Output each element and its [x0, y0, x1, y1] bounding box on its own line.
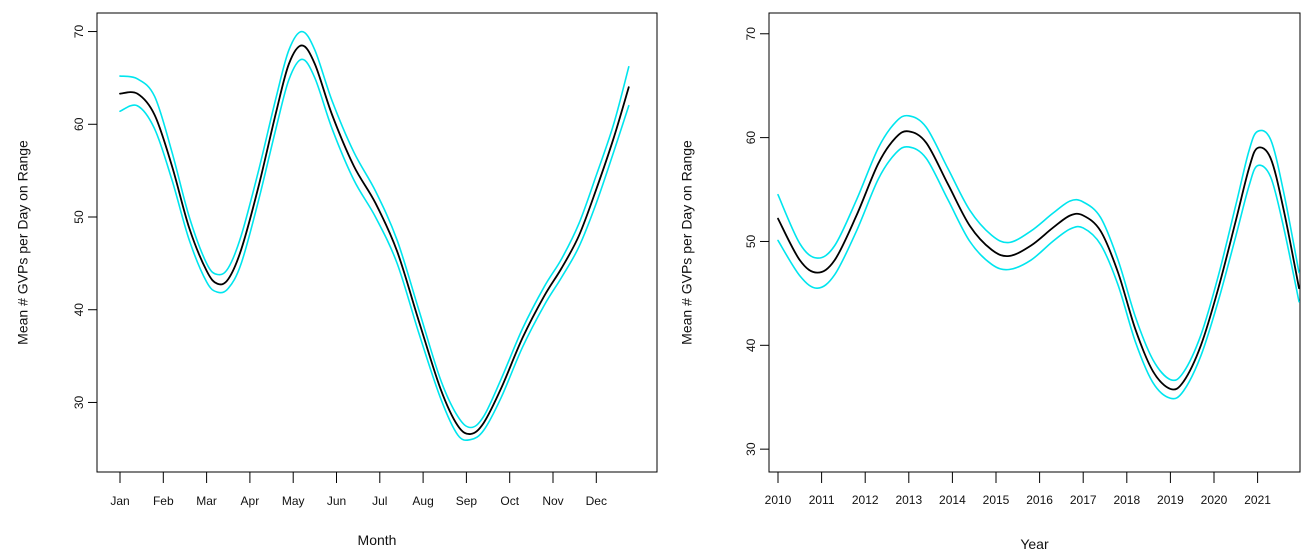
month-chart-x-tick-label: Oct: [500, 494, 519, 508]
year-chart-x-tick-label: 2019: [1157, 493, 1184, 507]
month-chart-y-tick-label: 30: [72, 395, 86, 409]
month-chart-lower-line: [119, 58, 630, 442]
year-chart-y-tick-label: 70: [744, 27, 758, 41]
year-chart-x-tick-label: 2018: [1113, 493, 1140, 507]
month-chart-x-tick-label: Dec: [586, 494, 607, 508]
year-chart-x-tick-label: 2010: [765, 493, 792, 507]
month-chart-x-tick-label: Nov: [542, 494, 563, 508]
month-chart-x-tick-label: Aug: [412, 494, 433, 508]
year-chart-x-tick-label: 2015: [983, 493, 1010, 507]
month-chart-y-tick-label: 50: [72, 210, 86, 224]
month-chart-x-tick-label: Feb: [153, 494, 174, 508]
year-chart-x-tick-label: 2020: [1201, 493, 1228, 507]
month-chart-x-tick-label: Apr: [241, 494, 260, 508]
month-chart-frame: [96, 12, 658, 473]
year-chart-y-tick-label: 30: [744, 442, 758, 456]
month-chart-y-tick-label: 70: [72, 25, 86, 39]
year-chart-x-tick-label: 2017: [1070, 493, 1097, 507]
year-chart-x-tick-label: 2013: [895, 493, 922, 507]
month-chart-y-tick-label: 40: [72, 303, 86, 317]
year-chart-y-tick-label: 60: [744, 131, 758, 145]
year-chart-x-tick-label: 2014: [939, 493, 966, 507]
year-chart-lower-line: [777, 145, 1300, 400]
month-chart-y-tick-label: 60: [72, 117, 86, 131]
year-chart-upper-line: [777, 114, 1300, 382]
year-chart-y-axis-title: Mean # GVPs per Day on Range: [679, 140, 695, 345]
month-chart-x-tick-label: May: [282, 494, 305, 508]
year-chart-y-tick-label: 40: [744, 338, 758, 352]
month-chart-x-tick-label: Sep: [456, 494, 478, 508]
month-chart-x-tick-label: Jan: [110, 494, 129, 508]
year-chart-x-axis-title: Year: [1020, 536, 1049, 552]
year-chart-x-tick-label: 2021: [1244, 493, 1271, 507]
year-chart-x-tick-label: 2012: [852, 493, 879, 507]
month-chart-upper-line: [119, 30, 630, 429]
year-chart-y-tick-label: 50: [744, 234, 758, 248]
month-chart-x-tick-label: Jul: [372, 494, 387, 508]
month-chart-x-tick-label: Jun: [327, 494, 346, 508]
month-chart-x-tick-label: Mar: [196, 494, 217, 508]
year-chart-x-tick-label: 2016: [1026, 493, 1053, 507]
year-chart-frame: [768, 12, 1301, 473]
month-chart-fit-line: [119, 44, 630, 435]
year-chart-fit-line: [777, 130, 1300, 391]
year-chart-x-tick-label: 2011: [809, 493, 835, 507]
month-chart-y-axis-title: Mean # GVPs per Day on Range: [15, 140, 31, 345]
month-chart-x-axis-title: Month: [358, 532, 397, 548]
